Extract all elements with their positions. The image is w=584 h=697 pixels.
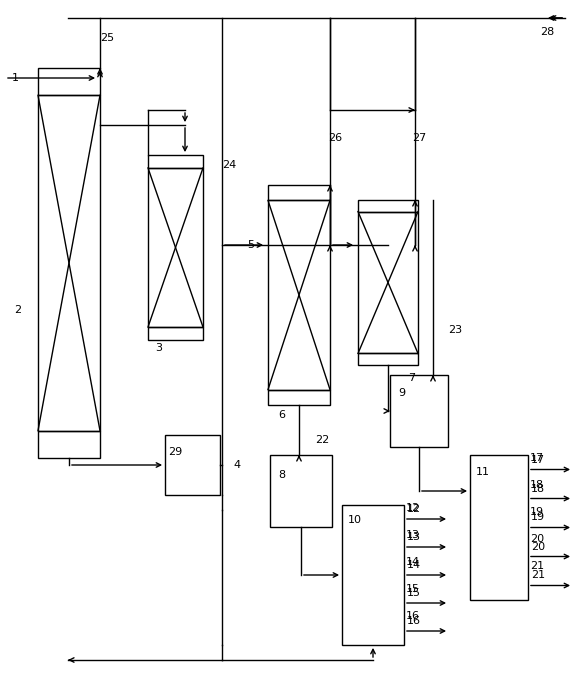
Text: 9: 9	[398, 388, 405, 398]
Text: 1: 1	[12, 73, 19, 83]
Bar	[358, 200, 418, 212]
Text: 16: 16	[406, 611, 420, 621]
Text: 2: 2	[14, 305, 21, 315]
Text: 29: 29	[168, 447, 182, 457]
Bar	[470, 455, 528, 600]
Bar	[148, 155, 203, 168]
Text: 24: 24	[222, 160, 237, 170]
Text: 21: 21	[530, 561, 544, 571]
Text: 22: 22	[315, 435, 329, 445]
Text: 20: 20	[530, 534, 544, 544]
Bar	[390, 375, 448, 447]
Text: 12: 12	[406, 503, 420, 513]
Bar	[358, 353, 418, 365]
Text: 13: 13	[407, 532, 421, 542]
Text: 17: 17	[530, 453, 544, 463]
Text: 23: 23	[448, 325, 462, 335]
Bar	[148, 168, 203, 327]
Text: 18: 18	[530, 480, 544, 490]
Bar	[148, 327, 203, 340]
Text: 7: 7	[408, 373, 415, 383]
Bar	[268, 390, 330, 405]
Text: 19: 19	[530, 507, 544, 517]
Text: 4: 4	[233, 460, 240, 470]
Text: 18: 18	[531, 484, 545, 493]
Bar	[38, 95, 100, 431]
Text: 3: 3	[155, 343, 162, 353]
Bar	[38, 431, 100, 458]
Text: 8: 8	[278, 470, 285, 480]
Text: 17: 17	[531, 454, 545, 464]
Text: 19: 19	[531, 512, 545, 523]
Text: 11: 11	[476, 467, 490, 477]
Text: 14: 14	[406, 557, 420, 567]
Text: 12: 12	[407, 504, 421, 514]
Text: 16: 16	[407, 616, 421, 626]
Text: 21: 21	[531, 571, 545, 581]
Bar	[358, 212, 418, 353]
Text: 27: 27	[412, 133, 426, 143]
Bar	[38, 68, 100, 95]
Text: 10: 10	[348, 515, 362, 525]
Text: 20: 20	[531, 542, 545, 551]
Bar	[270, 455, 332, 527]
Bar	[342, 505, 404, 645]
Bar	[268, 185, 330, 201]
Text: 13: 13	[406, 530, 420, 540]
Text: 15: 15	[407, 588, 421, 598]
Bar	[165, 435, 220, 495]
Bar	[268, 201, 330, 390]
Text: 15: 15	[406, 584, 420, 594]
Text: 5: 5	[247, 240, 254, 250]
Text: 25: 25	[100, 33, 114, 43]
Text: 26: 26	[328, 133, 342, 143]
Text: 14: 14	[407, 560, 421, 570]
Text: 6: 6	[278, 410, 285, 420]
Text: 28: 28	[540, 27, 554, 37]
